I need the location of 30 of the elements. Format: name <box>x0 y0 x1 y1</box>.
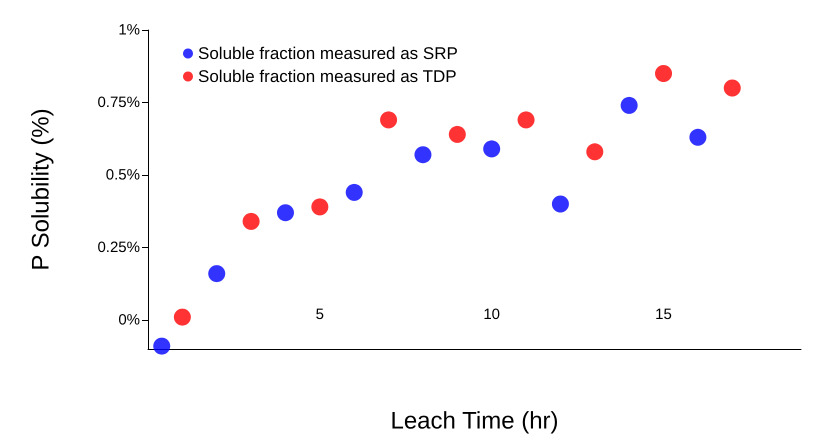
point <box>276 204 294 222</box>
x-axis-title: Leach Time (hr) <box>390 408 559 434</box>
point <box>346 184 363 201</box>
point <box>586 143 604 160</box>
x-tick-label: 10 <box>483 306 500 323</box>
legend-label: Soluble fraction measured as TDP <box>198 67 457 86</box>
y-axis-title: P Solubility (%) <box>28 108 54 271</box>
x-tick-label: 15 <box>655 306 672 323</box>
point <box>689 128 706 146</box>
point <box>414 146 432 164</box>
point <box>153 338 170 355</box>
y-tick-label: 0.75% <box>97 94 140 111</box>
y-tick-label: 0.5% <box>106 166 140 184</box>
point <box>620 96 638 114</box>
y-tick-label: 0.25% <box>97 239 140 256</box>
y-tick-label: 0% <box>118 312 140 328</box>
point <box>483 140 500 158</box>
point <box>380 111 398 128</box>
point <box>552 196 569 212</box>
y-tick-label: 1% <box>118 22 140 38</box>
point <box>311 198 328 216</box>
legend-label: Soluble fraction measured as SRP <box>198 44 458 63</box>
point <box>655 65 672 82</box>
point <box>208 265 226 282</box>
point <box>448 126 466 143</box>
point <box>242 212 260 230</box>
x-tick-label: 5 <box>316 306 324 323</box>
point <box>174 308 191 326</box>
point <box>724 80 741 96</box>
point <box>518 111 535 128</box>
